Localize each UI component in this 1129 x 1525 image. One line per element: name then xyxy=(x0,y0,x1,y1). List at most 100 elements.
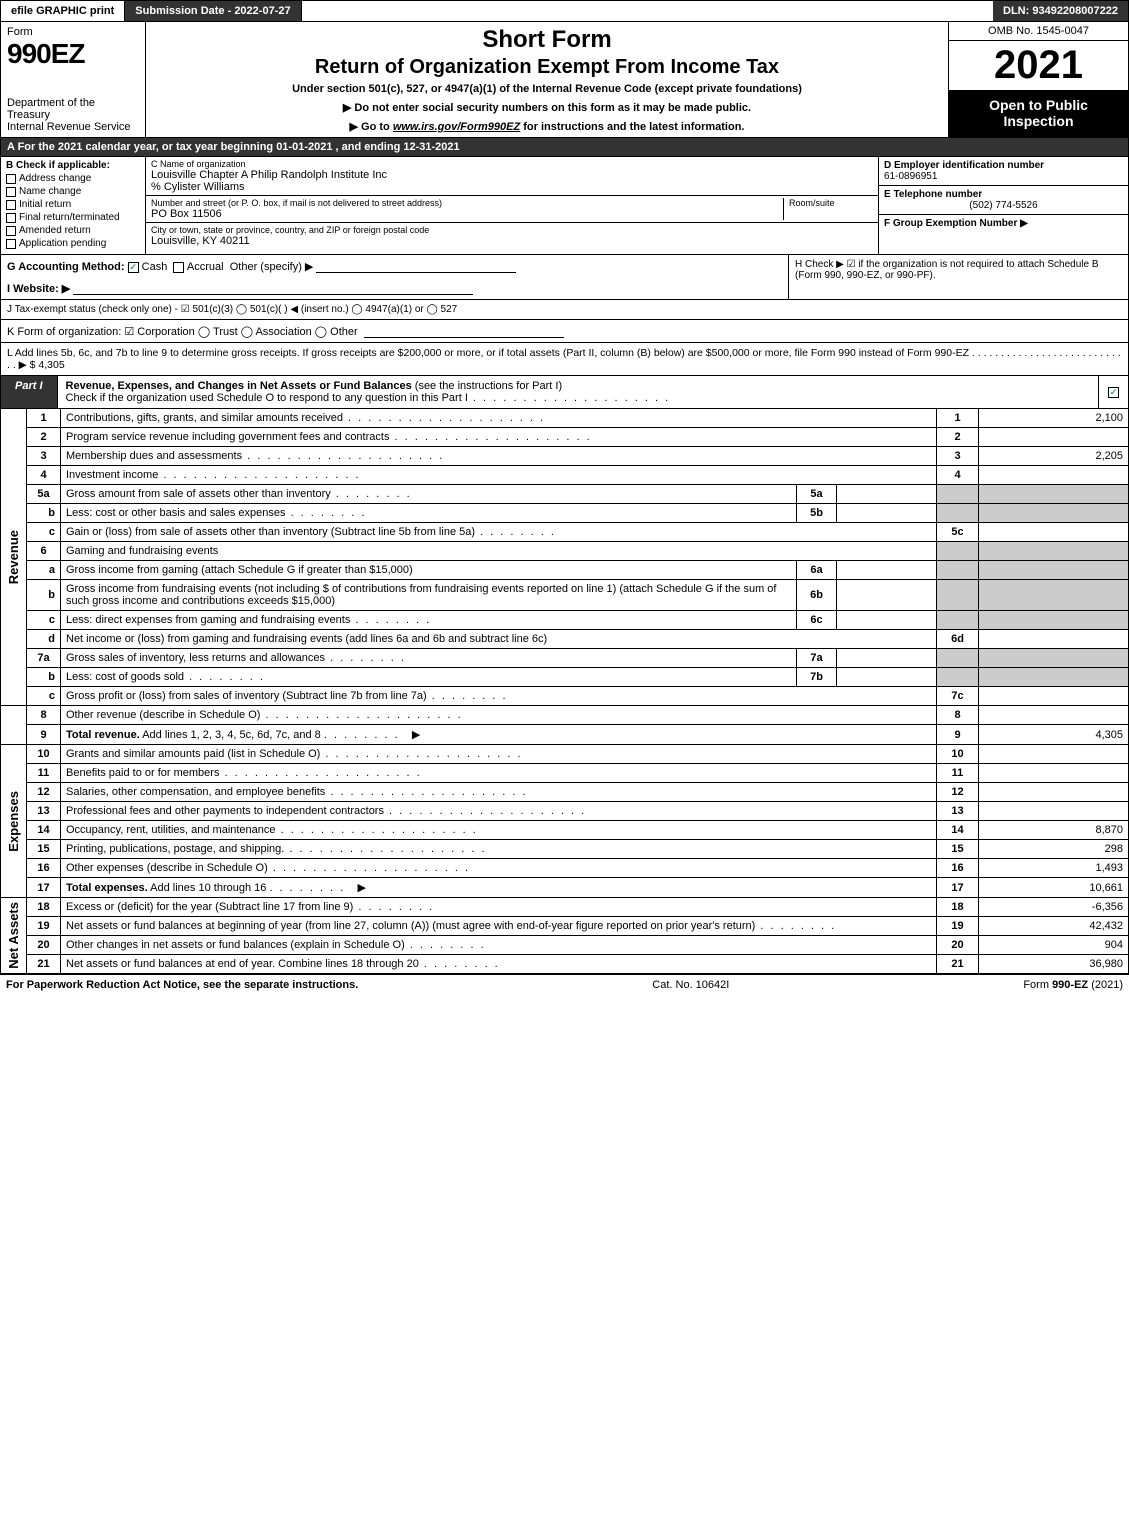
valcol: 8,870 xyxy=(979,821,1129,840)
mini-val xyxy=(837,649,937,668)
revenue-table: Revenue 1 Contributions, gifts, grants, … xyxy=(0,409,1129,745)
desc: Salaries, other compensation, and employ… xyxy=(61,783,937,802)
chk-application-pending[interactable]: Application pending xyxy=(6,238,140,249)
side-blank xyxy=(1,706,27,745)
numcol: 2 xyxy=(937,428,979,447)
line-11: 11 Benefits paid to or for members 11 xyxy=(1,764,1129,783)
line-13: 13 Professional fees and other payments … xyxy=(1,802,1129,821)
goto-pre: ▶ Go to xyxy=(350,121,393,133)
shaded xyxy=(937,611,979,630)
chk-accrual[interactable] xyxy=(173,262,184,273)
lineno: c xyxy=(27,523,61,542)
column-c: C Name of organization Louisville Chapte… xyxy=(146,157,878,254)
part1-check-line: Check if the organization used Schedule … xyxy=(66,392,1090,404)
title-return: Return of Organization Exempt From Incom… xyxy=(154,56,940,79)
lineno: 12 xyxy=(27,783,61,802)
desc: Excess or (deficit) for the year (Subtra… xyxy=(61,898,937,917)
footer-mid: Cat. No. 10642I xyxy=(652,979,729,991)
street-label: Number and street (or P. O. box, if mail… xyxy=(151,198,783,208)
desc: Gross income from fundraising events (no… xyxy=(61,580,797,611)
numcol: 20 xyxy=(937,936,979,955)
part1-sub: (see the instructions for Part I) xyxy=(415,380,562,392)
mini-num: 7b xyxy=(797,668,837,687)
care-of: % Cylister Williams xyxy=(151,181,873,193)
chk-final-return[interactable]: Final return/terminated xyxy=(6,212,140,223)
desc: Gaming and fundraising events xyxy=(61,542,937,561)
mini-val xyxy=(837,668,937,687)
desc: Program service revenue including govern… xyxy=(61,428,937,447)
mini-val xyxy=(837,504,937,523)
numcol: 15 xyxy=(937,840,979,859)
desc: Gross profit or (loss) from sales of inv… xyxy=(61,687,937,706)
line-6b: b Gross income from fundraising events (… xyxy=(1,580,1129,611)
desc: Contributions, gifts, grants, and simila… xyxy=(61,409,937,428)
part1-title-text: Revenue, Expenses, and Changes in Net As… xyxy=(66,380,415,392)
line-10: Expenses 10 Grants and similar amounts p… xyxy=(1,745,1129,764)
ein-label: D Employer identification number xyxy=(884,160,1123,171)
header-center: Short Form Return of Organization Exempt… xyxy=(146,22,948,137)
desc: Gross income from gaming (attach Schedul… xyxy=(61,561,797,580)
chk-cash[interactable] xyxy=(128,262,139,273)
numcol: 19 xyxy=(937,917,979,936)
numcol: 9 xyxy=(937,725,979,745)
omb-number: OMB No. 1545-0047 xyxy=(949,22,1128,41)
col-b-header: B Check if applicable: xyxy=(6,160,140,171)
footer-right-bold: 990-EZ xyxy=(1052,979,1088,991)
instruction-ssn: ▶ Do not enter social security numbers o… xyxy=(154,101,940,114)
line-6: 6 Gaming and fundraising events xyxy=(1,542,1129,561)
i-label: I Website: ▶ xyxy=(7,283,70,295)
desc: Other expenses (describe in Schedule O) xyxy=(61,859,937,878)
line-15: 15 Printing, publications, postage, and … xyxy=(1,840,1129,859)
lineno: b xyxy=(27,504,61,523)
other-specify-input[interactable] xyxy=(316,259,516,273)
chk-amended-return[interactable]: Amended return xyxy=(6,225,140,236)
lineno: 13 xyxy=(27,802,61,821)
lineno: 8 xyxy=(27,706,61,725)
lineno: b xyxy=(27,580,61,611)
desc: Less: cost of goods sold xyxy=(61,668,797,687)
lineno: a xyxy=(27,561,61,580)
valcol: 36,980 xyxy=(979,955,1129,974)
footer-right-pre: Form xyxy=(1023,979,1052,991)
lineno: c xyxy=(27,687,61,706)
numcol: 12 xyxy=(937,783,979,802)
desc: Other revenue (describe in Schedule O) xyxy=(61,706,937,725)
room-label: Room/suite xyxy=(789,198,873,208)
desc: Total revenue. Total revenue. Add lines … xyxy=(61,725,937,745)
instruction-goto: ▶ Go to www.irs.gov/Form990EZ for instru… xyxy=(154,120,940,133)
lineno: c xyxy=(27,611,61,630)
irs-link[interactable]: www.irs.gov/Form990EZ xyxy=(393,121,520,133)
valcol: 904 xyxy=(979,936,1129,955)
mini-num: 5b xyxy=(797,504,837,523)
desc: Grants and similar amounts paid (list in… xyxy=(61,745,937,764)
tel-label: E Telephone number xyxy=(884,189,1123,200)
chk-label: Address change xyxy=(19,173,91,184)
valcol: 1,493 xyxy=(979,859,1129,878)
valcol xyxy=(979,466,1129,485)
form-header: Form 990EZ Department of the Treasury In… xyxy=(0,22,1129,138)
numcol: 7c xyxy=(937,687,979,706)
website-input[interactable] xyxy=(73,281,473,295)
header-right: OMB No. 1545-0047 2021 Open to Public In… xyxy=(948,22,1128,137)
shaded xyxy=(979,485,1129,504)
efile-print-button[interactable]: efile GRAPHIC print xyxy=(1,1,125,21)
desc: Professional fees and other payments to … xyxy=(61,802,937,821)
chk-label: Initial return xyxy=(19,199,71,210)
valcol xyxy=(979,630,1129,649)
line-7a: 7a Gross sales of inventory, less return… xyxy=(1,649,1129,668)
accrual-label: Accrual xyxy=(187,261,224,273)
desc: Printing, publications, postage, and shi… xyxy=(61,840,937,859)
k-other-input[interactable] xyxy=(364,324,564,338)
line-7c: c Gross profit or (loss) from sales of i… xyxy=(1,687,1129,706)
chk-initial-return[interactable]: Initial return xyxy=(6,199,140,210)
chk-address-change[interactable]: Address change xyxy=(6,173,140,184)
shaded xyxy=(937,504,979,523)
part1-checkbox[interactable] xyxy=(1098,376,1128,408)
desc: Membership dues and assessments xyxy=(61,447,937,466)
valcol xyxy=(979,745,1129,764)
valcol: 2,205 xyxy=(979,447,1129,466)
mini-num: 6b xyxy=(797,580,837,611)
submission-date-button[interactable]: Submission Date - 2022-07-27 xyxy=(125,1,301,21)
lineno: 19 xyxy=(27,917,61,936)
chk-name-change[interactable]: Name change xyxy=(6,186,140,197)
